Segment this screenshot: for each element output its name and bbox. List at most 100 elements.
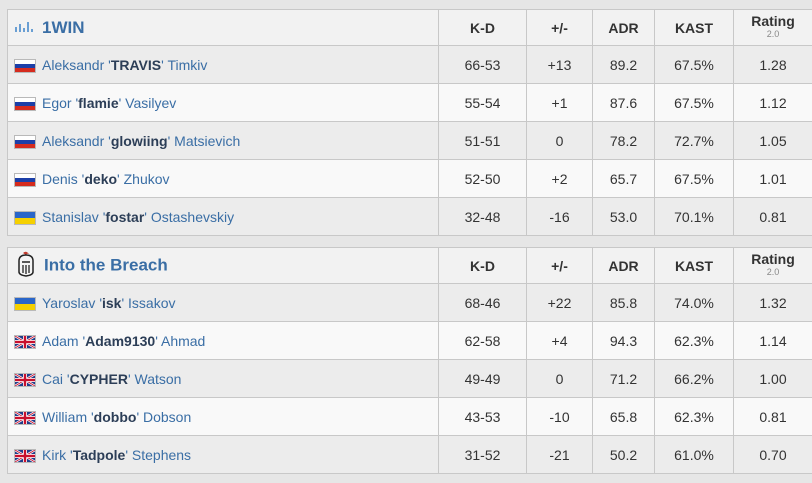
player-link[interactable]: Yaroslav 'isk' Issakov <box>42 295 176 311</box>
table-row: Adam 'Adam9130' Ahmad 62-58 +4 94.3 62.3% 1.1… <box>7 321 812 360</box>
uk-flag-icon <box>14 334 36 349</box>
kd-value: 55-54 <box>438 83 527 122</box>
player-cell[interactable]: Kirk 'Tadpole' Stephens <box>7 435 439 474</box>
player-cell[interactable]: Adam 'Adam9130' Ahmad <box>7 321 439 360</box>
player-first-name: Aleksandr ' <box>42 56 111 73</box>
adr-value: 53.0 <box>592 197 655 236</box>
kast-value: 67.5% <box>654 159 734 198</box>
player-link[interactable]: Denis 'deko' Zhukov <box>42 171 170 187</box>
player-last-name: ' Ahmad <box>155 332 206 349</box>
kast-value: 74.0% <box>654 283 734 322</box>
adr-value: 78.2 <box>592 121 655 160</box>
player-last-name: ' Issakov <box>121 294 176 311</box>
player-link[interactable]: William 'dobbo' Dobson <box>42 409 191 425</box>
rating-header: Rating 2.0 <box>733 247 812 284</box>
player-cell[interactable]: Stanislav 'fostar' Ostashevskiy <box>7 197 439 236</box>
adr-value: 71.2 <box>592 359 655 398</box>
kd-header: K-D <box>438 247 527 284</box>
kd-value: 52-50 <box>438 159 527 198</box>
player-nickname: glowiing <box>110 132 168 149</box>
player-link[interactable]: Adam 'Adam9130' Ahmad <box>42 333 205 349</box>
player-cell[interactable]: Denis 'deko' Zhukov <box>7 159 439 198</box>
team-name[interactable]: 1WIN <box>42 17 85 37</box>
player-cell[interactable]: Egor 'flamie' Vasilyev <box>7 83 439 122</box>
player-first-name: William ' <box>42 408 94 425</box>
player-link[interactable]: Cai 'CYPHER' Watson <box>42 371 181 387</box>
team-header[interactable]: Into the Breach <box>7 247 439 284</box>
player-link[interactable]: Kirk 'Tadpole' Stephens <box>42 447 191 463</box>
rating-value: 1.14 <box>733 321 812 360</box>
player-first-name: Egor ' <box>42 94 79 111</box>
plus-minus-value: -21 <box>526 435 593 474</box>
adr-value: 87.6 <box>592 83 655 122</box>
table-row: William 'dobbo' Dobson 43-53 -10 65.8 62.3% 0… <box>7 397 812 436</box>
table-row: Egor 'flamie' Vasilyev 55-54 +1 87.6 67.5% 1.… <box>7 83 812 122</box>
table-row: Yaroslav 'isk' Issakov 68-46 +22 85.8 74.0% 1… <box>7 283 812 322</box>
player-first-name: Cai ' <box>42 370 70 387</box>
kd-value: 49-49 <box>438 359 527 398</box>
player-cell[interactable]: Aleksandr 'glowiing' Matsievich <box>7 121 439 160</box>
table-row: Kirk 'Tadpole' Stephens 31-52 -21 50.2 61.0%… <box>7 435 812 474</box>
ukraine-flag-icon <box>14 296 36 311</box>
table-header: 1WIN K-D +/- ADR KAST Rating 2.0 <box>7 9 812 46</box>
player-last-name: ' Matsievich <box>167 132 241 149</box>
kast-value: 62.3% <box>654 397 734 436</box>
player-cell[interactable]: Aleksandr 'TRAVIS' Timkiv <box>7 45 439 84</box>
player-link[interactable]: Aleksandr 'TRAVIS' Timkiv <box>42 57 207 73</box>
kd-value: 68-46 <box>438 283 527 322</box>
kd-value: 43-53 <box>438 397 527 436</box>
player-cell[interactable]: William 'dobbo' Dobson <box>7 397 439 436</box>
player-link[interactable]: Stanislav 'fostar' Ostashevskiy <box>42 209 234 225</box>
player-cell[interactable]: Cai 'CYPHER' Watson <box>7 359 439 398</box>
kd-value: 32-48 <box>438 197 527 236</box>
player-first-name: Adam ' <box>42 332 86 349</box>
plus-minus-value: +22 <box>526 283 593 322</box>
player-nickname: TRAVIS <box>110 56 162 73</box>
player-first-name: Yaroslav ' <box>42 294 102 311</box>
rating-value: 1.32 <box>733 283 812 322</box>
plus-minus-value: -10 <box>526 397 593 436</box>
player-cell[interactable]: Yaroslav 'isk' Issakov <box>7 283 439 322</box>
rating-value: 1.28 <box>733 45 812 84</box>
rating-header: Rating 2.0 <box>733 9 812 46</box>
rating-version: 2.0 <box>766 266 780 277</box>
player-last-name: ' Watson <box>127 370 182 387</box>
plus-minus-value: 0 <box>526 359 593 398</box>
russia-flag-icon <box>14 172 36 187</box>
table-row: Stanislav 'fostar' Ostashevskiy 32-48 -16 5… <box>7 197 812 236</box>
team-header[interactable]: 1WIN <box>7 9 439 46</box>
knight-helmet-icon <box>14 251 38 280</box>
plus-minus-value: +13 <box>526 45 593 84</box>
player-last-name: ' Zhukov <box>117 170 170 187</box>
player-nickname: isk <box>102 294 122 311</box>
rating-version: 2.0 <box>766 28 780 39</box>
plus-minus-value: -16 <box>526 197 593 236</box>
rating-value: 1.05 <box>733 121 812 160</box>
rating-value: 0.70 <box>733 435 812 474</box>
kd-value: 51-51 <box>438 121 527 160</box>
kast-value: 67.5% <box>654 45 734 84</box>
player-link[interactable]: Egor 'flamie' Vasilyev <box>42 95 176 111</box>
adr-value: 65.8 <box>592 397 655 436</box>
kast-value: 67.5% <box>654 83 734 122</box>
adr-value: 94.3 <box>592 321 655 360</box>
player-nickname: Adam9130 <box>85 332 156 349</box>
team-name[interactable]: Into the Breach <box>44 255 168 275</box>
player-last-name: ' Stephens <box>125 446 192 463</box>
player-first-name: Kirk ' <box>42 446 73 463</box>
rating-value: 1.00 <box>733 359 812 398</box>
player-link[interactable]: Aleksandr 'glowiing' Matsievich <box>42 133 240 149</box>
adr-value: 89.2 <box>592 45 655 84</box>
plus-minus-header: +/- <box>526 247 593 284</box>
kast-value: 72.7% <box>654 121 734 160</box>
uk-flag-icon <box>14 372 36 387</box>
uk-flag-icon <box>14 448 36 463</box>
kast-value: 66.2% <box>654 359 734 398</box>
table-row: Aleksandr 'TRAVIS' Timkiv 66-53 +13 89.2 67.… <box>7 45 812 84</box>
kd-value: 31-52 <box>438 435 527 474</box>
kast-value: 62.3% <box>654 321 734 360</box>
player-nickname: deko <box>84 170 118 187</box>
player-nickname: flamie <box>78 94 119 111</box>
plus-minus-value: 0 <box>526 121 593 160</box>
ukraine-flag-icon <box>14 210 36 225</box>
